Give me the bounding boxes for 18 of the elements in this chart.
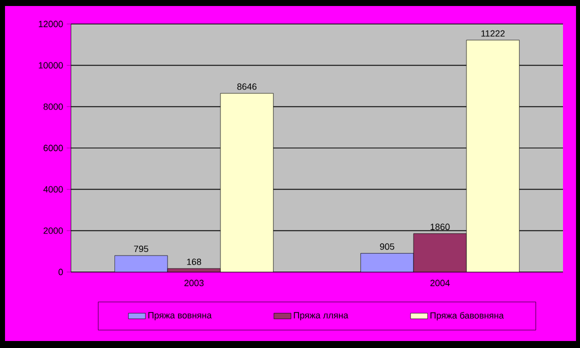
y-tick-label: 6000 bbox=[44, 144, 63, 152]
x-tick-label: 2004 bbox=[430, 280, 450, 286]
y-tick-label: 0 bbox=[58, 268, 63, 276]
data-label: 1860 bbox=[430, 224, 450, 230]
y-tick-label: 4000 bbox=[43, 186, 63, 193]
y-tick-label: 12000 bbox=[38, 20, 63, 28]
data-label: 168 bbox=[187, 258, 202, 265]
legend-label: Пряжа вовняна bbox=[148, 312, 212, 320]
legend-label: Пряжа лляна bbox=[294, 312, 348, 320]
data-label: 905 bbox=[380, 243, 394, 250]
y-tick-label: 8000 bbox=[44, 103, 63, 110]
y-tick-label: 10000 bbox=[38, 62, 63, 69]
data-label: 11222 bbox=[481, 30, 505, 37]
y-tick-label: 2000 bbox=[44, 227, 63, 234]
data-label: 8646 bbox=[237, 83, 257, 90]
data-label: 795 bbox=[134, 246, 148, 252]
legend-label: Пряжа бавовняна bbox=[430, 312, 504, 320]
x-tick-label: 2003 bbox=[184, 280, 204, 286]
